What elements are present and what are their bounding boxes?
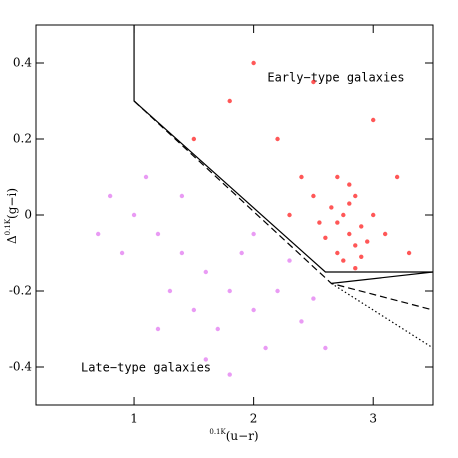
y-tick-label: -0.4 [9,360,33,374]
y-label: (g−i) [5,188,19,219]
y-label-prefix: Δ [5,235,19,244]
y-tick-label: 0.2 [13,132,32,146]
point [317,220,322,225]
x-label-prefix: 0.1K [209,428,226,436]
point [251,307,256,313]
x-label: (u−r) [226,429,259,443]
annotation: Late−type galaxies [81,361,211,375]
point [143,174,149,180]
point [299,319,304,324]
point [287,212,292,218]
divider-line [133,100,433,311]
point [335,174,340,180]
point [353,266,358,271]
point [251,60,256,66]
point [347,231,352,237]
point [239,250,244,256]
divider-line [331,271,433,284]
point [394,174,400,180]
point [251,231,256,237]
x-tick-label: 2 [250,412,258,426]
point [347,201,352,206]
point [359,254,364,259]
point [341,212,346,218]
point [406,250,412,256]
point [95,231,101,237]
point [335,250,340,256]
point [311,79,316,85]
point [329,205,334,210]
point [341,258,346,263]
point [311,296,316,301]
point [275,288,280,294]
point [323,345,328,351]
y-tick-label: 0.4 [13,56,32,70]
divider-line [133,25,433,273]
point [359,224,364,229]
point [227,98,232,104]
point [131,212,137,218]
point [155,231,161,237]
point [371,212,376,218]
x-tick-label: 1 [130,412,138,426]
point [227,372,232,377]
point [353,243,358,248]
point [215,326,220,332]
point [275,136,280,142]
point [335,220,340,225]
y-tick-label: -0.2 [9,284,32,298]
point [191,307,197,313]
point [191,136,197,142]
point [365,239,370,244]
plot-area [95,25,433,377]
point [107,193,113,199]
point [155,326,161,332]
point [179,250,185,256]
point [347,182,352,187]
annotation: Early−type galaxies [267,71,404,85]
point [353,193,358,199]
x-tick-label: 3 [369,412,377,426]
point [382,231,388,237]
point [119,250,125,256]
point [263,345,268,351]
point [167,288,173,294]
point [371,117,376,123]
point [323,235,328,240]
point [227,288,232,294]
y-tick-label: 0 [24,208,32,222]
x-axis-label: 0.1K(u−r) [209,428,258,443]
point [287,258,292,263]
point [299,174,304,180]
point [179,193,185,199]
point [203,357,209,362]
point [311,193,316,199]
point [203,269,209,275]
y-label-super: 0.1K [4,218,12,235]
divider-line [331,282,433,349]
y-axis-label: Δ0.1K(g−i) [4,188,19,244]
